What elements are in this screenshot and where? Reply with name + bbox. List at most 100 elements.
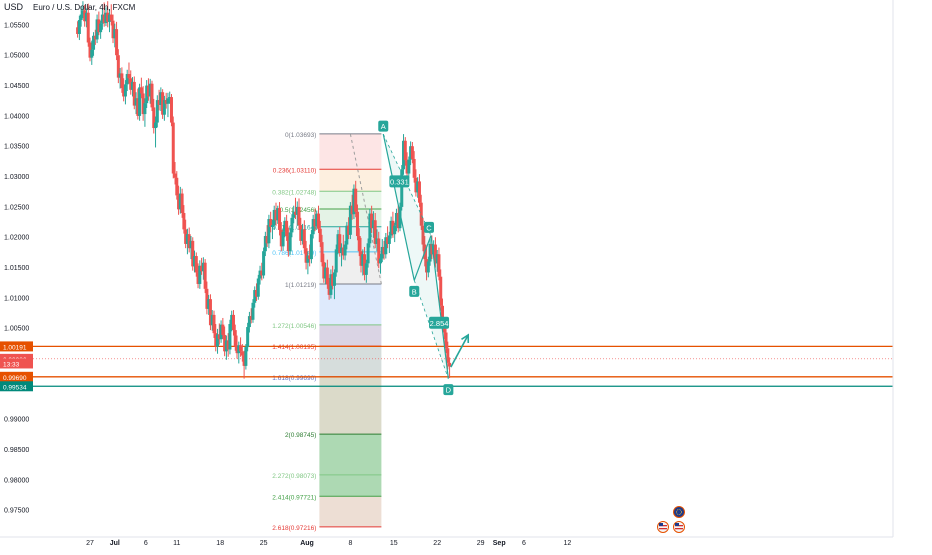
candle-body xyxy=(88,42,92,58)
candle-body xyxy=(201,262,205,272)
price-tick-label: 0.98000 xyxy=(4,477,29,484)
fib-label-1.618: 1.618(0.99690) xyxy=(272,375,316,382)
fib-zone-2.414 xyxy=(319,496,382,527)
candle-body xyxy=(104,12,108,24)
candle-body xyxy=(231,314,235,331)
candle-body xyxy=(270,225,274,227)
flag-eu-icon[interactable] xyxy=(673,506,685,518)
time-tick-label: 15 xyxy=(390,540,398,547)
candle-body xyxy=(154,122,158,129)
candle-body xyxy=(86,12,90,43)
fib-label-1.272: 1.272(1.00546) xyxy=(272,323,316,330)
candle-body xyxy=(412,158,416,178)
time-axis[interactable]: 27 Jul 6 11 18 25 Aug 8 15 22 29 Sep 6 12 xyxy=(0,536,893,547)
candle-body xyxy=(352,188,356,215)
candle-body xyxy=(370,213,374,229)
candle-body xyxy=(115,29,119,56)
candle-body xyxy=(299,225,303,241)
candle-body xyxy=(336,234,340,250)
price-badge-bg xyxy=(0,358,33,369)
candle-body xyxy=(139,87,143,94)
candle-body xyxy=(318,228,322,243)
candle-body xyxy=(219,324,223,340)
pattern-point-A: A xyxy=(381,122,386,131)
candle-body xyxy=(267,219,271,244)
fib-label-1.414: 1.414(1.00195) xyxy=(272,344,316,351)
candle-body xyxy=(216,334,220,347)
fib-label-2.618: 2.618(0.97216) xyxy=(272,525,316,532)
candle-body xyxy=(302,229,306,249)
candle-body xyxy=(205,288,209,309)
pattern-ratio-badge xyxy=(429,316,450,329)
price-tick-label: 1.05000 xyxy=(4,53,29,60)
candle-body xyxy=(366,243,370,264)
candle-body xyxy=(364,263,368,275)
candle-body xyxy=(182,212,186,230)
candle-body xyxy=(79,14,83,21)
candle-body xyxy=(341,247,345,256)
candle-body xyxy=(240,351,244,356)
fib-trend-line[interactable] xyxy=(349,133,382,285)
candle-body xyxy=(308,255,312,260)
projection-arrow-line[interactable] xyxy=(450,334,469,368)
candle-body xyxy=(100,14,104,24)
candle-body xyxy=(239,345,243,352)
candle-body xyxy=(146,85,150,97)
candle-body xyxy=(223,334,227,352)
candle-body xyxy=(141,93,145,115)
candle-body xyxy=(224,340,228,352)
candle-body xyxy=(382,246,386,255)
candle-body xyxy=(448,362,452,367)
pattern-leg[interactable] xyxy=(413,235,432,281)
time-tick-label: 12 xyxy=(564,540,572,547)
price-tick-label: 0.98500 xyxy=(4,447,29,454)
candle-body xyxy=(166,98,170,104)
fib-zone-0 xyxy=(319,133,382,170)
candle-body xyxy=(184,229,188,244)
abcd-pattern[interactable]: A B C D 0.331 2.854 xyxy=(378,120,470,396)
candle-body xyxy=(177,195,181,210)
candle-body xyxy=(226,340,230,350)
candle-body xyxy=(368,213,372,244)
candle-body xyxy=(83,10,87,22)
candle-body xyxy=(157,100,161,105)
candle-body xyxy=(76,27,80,34)
pattern-point-C: C xyxy=(426,223,432,232)
fib-label-2.272: 2.272(0.98073) xyxy=(272,473,316,480)
candle-body xyxy=(263,236,267,252)
candle-body xyxy=(120,73,124,88)
price-tick-label: 0.99000 xyxy=(4,417,29,424)
candle-body xyxy=(102,14,106,24)
price-tick-label: 1.01000 xyxy=(4,295,29,302)
pattern-fill-bcd xyxy=(414,235,449,379)
candle-body xyxy=(301,229,305,241)
candle-body xyxy=(417,181,421,203)
pattern-leg[interactable] xyxy=(430,235,449,379)
candle-body xyxy=(338,234,342,254)
candle-body xyxy=(164,100,168,104)
pattern-point-badge-A[interactable] xyxy=(378,120,389,132)
price-axis[interactable]: 1.05500 1.05000 1.04500 1.04000 1.03500 1.030… xyxy=(4,0,932,550)
candle-body xyxy=(348,205,352,235)
pattern-leg[interactable] xyxy=(382,133,415,281)
time-tick-label: Aug xyxy=(300,540,314,547)
candle-body xyxy=(207,299,211,309)
candle-body xyxy=(317,213,321,229)
candle-body xyxy=(148,83,152,97)
candle-body xyxy=(162,100,166,115)
fib-label-0.236: 0.236(1.03110) xyxy=(273,167,317,174)
candle-body xyxy=(125,74,129,85)
candle-body xyxy=(293,211,297,215)
pattern-point-badge-C[interactable] xyxy=(424,221,434,233)
pattern-point-badge-B[interactable] xyxy=(409,285,420,297)
candle-body xyxy=(95,19,99,40)
event-icons[interactable] xyxy=(657,506,685,533)
candle-body xyxy=(414,177,418,193)
candle-body xyxy=(421,225,425,245)
pattern-point-badge-D[interactable] xyxy=(443,384,454,396)
candle-body xyxy=(432,244,436,255)
candle-body xyxy=(373,220,377,244)
